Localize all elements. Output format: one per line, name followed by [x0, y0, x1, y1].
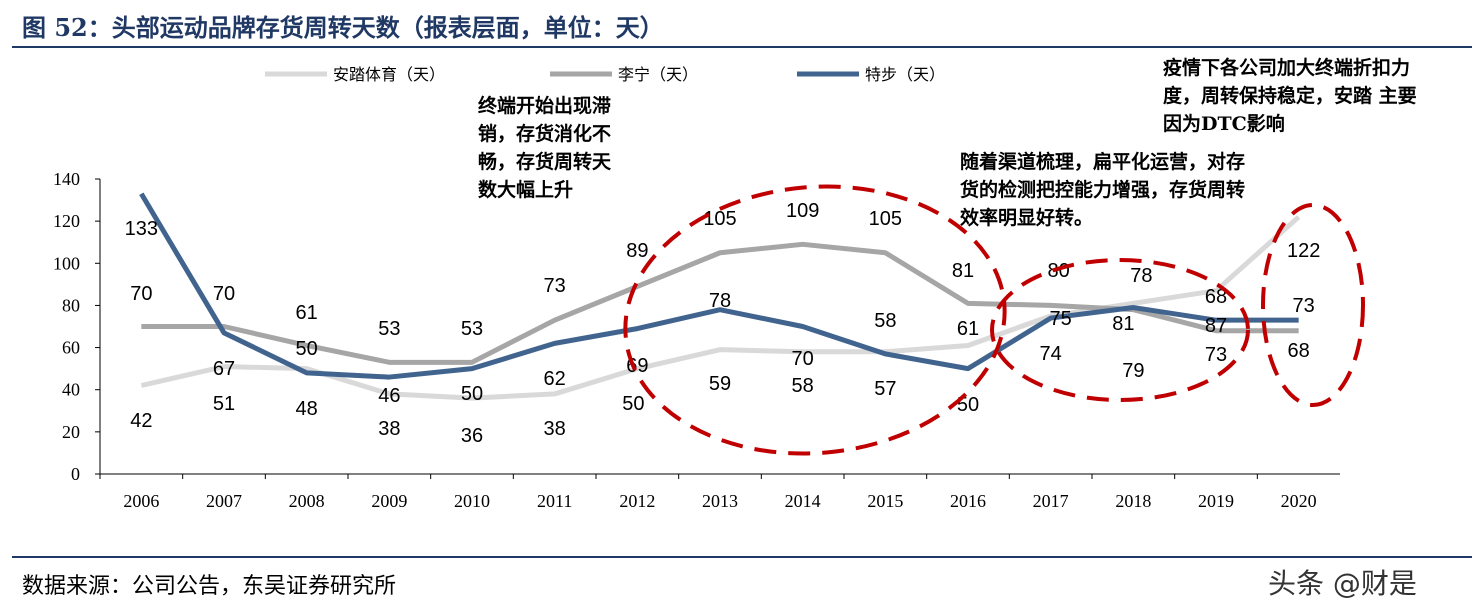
chart: 0 20 40 60 80 100 120 140 2006 2007 2008 2009 2010 20… [53, 65, 1365, 511]
highlight-ellipse [623, 184, 1007, 456]
x-tick-label: 2019 [1198, 491, 1234, 511]
x-tick-label: 2006 [123, 491, 159, 511]
data-label: 105 [869, 208, 902, 230]
data-label: 67 [213, 358, 235, 380]
data-label: 75 [1050, 308, 1072, 330]
y-tick-label: 140 [53, 169, 80, 189]
x-tick-label: 2015 [867, 491, 903, 511]
data-label: 48 [296, 398, 318, 420]
data-label: 50 [296, 338, 318, 360]
source-rule [12, 556, 1472, 558]
data-label: 105 [703, 208, 736, 230]
data-label: 89 [626, 240, 648, 262]
data-label: 79 [1122, 360, 1144, 382]
highlight-ellipse [990, 258, 1250, 402]
x-tick-label: 2017 [1033, 491, 1069, 511]
x-tick-label: 2013 [702, 491, 738, 511]
series-line-2 [139, 192, 1299, 380]
data-label: 70 [130, 283, 152, 305]
x-tick-label: 2007 [206, 491, 242, 511]
data-label: 59 [709, 373, 731, 395]
y-tick-label: 80 [62, 295, 80, 315]
x-tick-label: 2010 [454, 491, 490, 511]
data-label: 68 [1205, 286, 1227, 308]
data-label: 74 [1040, 343, 1062, 365]
legend-label: 特步（天） [865, 65, 945, 84]
highlight-ellipse [1261, 203, 1365, 407]
x-tick-label: 2014 [785, 491, 821, 511]
y-tick-label: 100 [53, 253, 80, 273]
data-label: 81 [952, 260, 974, 282]
data-label: 68 [1288, 340, 1310, 362]
figure-title: 图 52：头部运动品牌存货周转天数（报表层面，单位：天） [22, 13, 664, 42]
data-label: 58 [792, 375, 814, 397]
data-label: 62 [544, 368, 566, 390]
data-label: 38 [544, 418, 566, 440]
y-tick-label: 40 [62, 380, 80, 400]
annotation-2011: 终端开始出现滞销，存货消化不畅，存货周转天数大幅上升 [478, 95, 612, 201]
data-label: 70 [792, 348, 814, 370]
data-label: 61 [296, 302, 318, 324]
data-label: 122 [1287, 240, 1320, 262]
data-label: 51 [213, 393, 235, 415]
x-tick-label: 2011 [537, 491, 572, 511]
data-label: 36 [461, 425, 483, 447]
y-tick-label: 120 [53, 211, 80, 231]
data-label: 73 [1293, 295, 1315, 317]
y-tick-label: 20 [62, 422, 80, 442]
watermark: 头条 @财是 [1268, 567, 1417, 600]
data-label: 80 [1048, 260, 1070, 282]
data-label: 133 [125, 218, 158, 240]
x-tick-label: 2016 [950, 491, 986, 511]
annotation-2017: 随着渠道梳理，扁平化运营，对存货的检测把控能力增强，存货周转效率明显好转。 [960, 151, 1246, 229]
legend-label: 安踏体育（天） [333, 65, 445, 84]
data-label: 78 [1130, 265, 1152, 287]
data-label: 57 [874, 378, 896, 400]
source-note: 数据来源：公司公告，东吴证券研究所 [22, 574, 397, 599]
series-line-1 [141, 241, 1299, 365]
data-label: 70 [213, 283, 235, 305]
data-label: 81 [1112, 313, 1134, 335]
legend-label: 李宁（天） [618, 65, 698, 84]
x-tick-label: 2018 [1115, 491, 1151, 511]
x-tick-label: 2012 [619, 491, 655, 511]
annotation-2020: 疫情下各公司加大终端折扣力度，周转保持稳定，安踏 主要因为DTC影响 [1163, 57, 1417, 135]
data-label: 109 [786, 200, 819, 222]
data-label: 50 [622, 393, 644, 415]
y-tick-label: 60 [62, 338, 80, 358]
data-label: 53 [461, 318, 483, 340]
data-label: 50 [461, 383, 483, 405]
data-label: 53 [378, 318, 400, 340]
data-label: 87 [1205, 315, 1227, 337]
data-label: 38 [378, 418, 400, 440]
y-tick-label: 0 [71, 464, 80, 484]
data-label: 46 [378, 385, 400, 407]
x-tick-label: 2020 [1281, 491, 1317, 511]
data-label: 78 [709, 290, 731, 312]
data-label: 58 [874, 310, 896, 332]
title-rule [12, 46, 1472, 48]
x-tick-label: 2009 [371, 491, 407, 511]
data-label: 61 [957, 318, 979, 340]
data-label: 73 [544, 275, 566, 297]
data-label: 42 [130, 410, 152, 432]
data-label: 73 [1205, 344, 1227, 366]
x-tick-label: 2008 [289, 491, 325, 511]
